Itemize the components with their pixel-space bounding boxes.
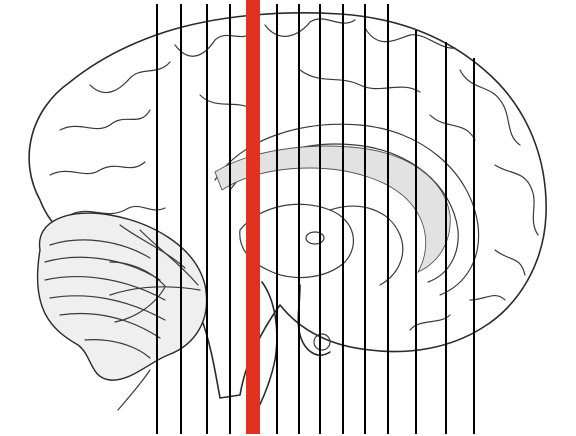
arbor-vitae [109,261,201,323]
fornix [329,205,404,286]
pituitary [313,333,331,351]
cerebrum-outline [28,12,547,399]
cerebellum [36,212,208,381]
spinal-tract [117,369,151,411]
corpus-callosum [214,145,451,273]
cerebellum-folia [44,224,199,359]
interthalamic-adhesion [305,231,325,245]
